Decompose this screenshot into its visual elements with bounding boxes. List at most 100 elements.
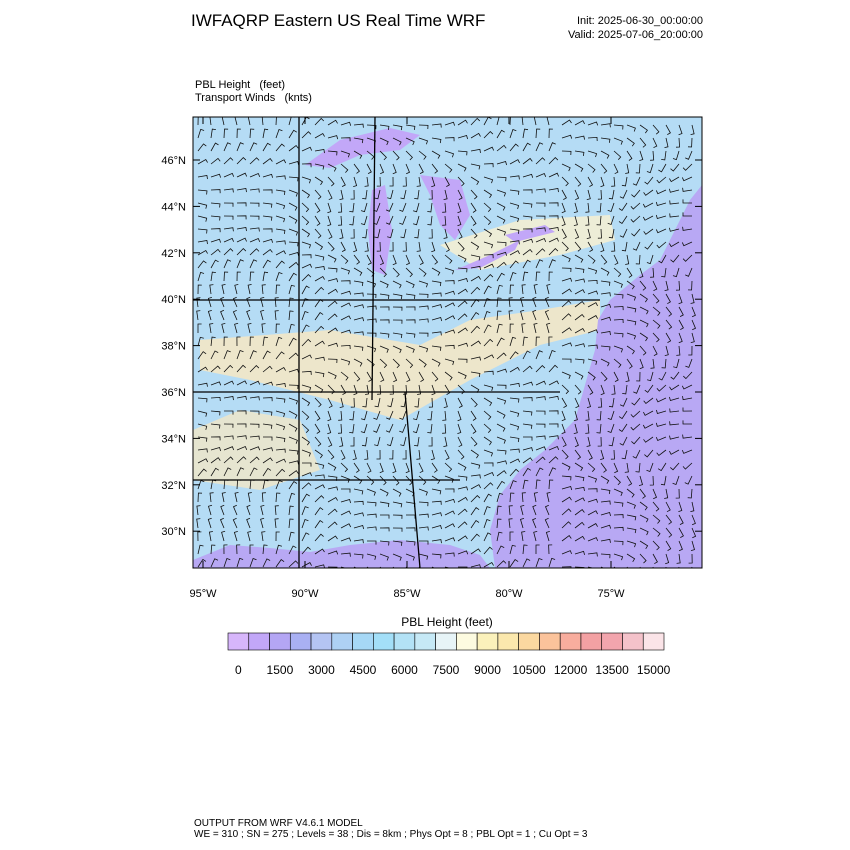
wind-barb: [496, 368, 508, 373]
wind-barb: [327, 327, 338, 334]
wind-barb: [416, 241, 421, 252]
wind-barb: [431, 488, 442, 495]
wind-barb: [509, 366, 520, 373]
wind-barb: [535, 467, 544, 477]
wind-barb: [340, 523, 352, 529]
wind-barb: [418, 318, 429, 323]
wind-barb: [600, 524, 612, 529]
wind-barb: [561, 288, 572, 295]
wind-barb: [288, 310, 294, 321]
wind-barb: [249, 215, 260, 220]
wind-barb: [314, 520, 324, 529]
wind-barb: [428, 436, 433, 447]
wind-barb: [301, 310, 309, 321]
wind-barb: [626, 475, 633, 486]
wind-barb: [626, 293, 637, 301]
wind-barb: [665, 124, 671, 135]
wind-barb: [288, 436, 298, 444]
wind-barb: [644, 176, 654, 185]
wind-barb: [442, 410, 447, 421]
wind-barb: [587, 315, 598, 321]
colorbar-swatch: [476, 632, 499, 651]
wind-barb: [618, 215, 628, 225]
wind-barb: [353, 539, 364, 544]
wind-barb: [611, 176, 616, 187]
wind-barb: [210, 457, 221, 464]
wind-barb: [676, 345, 681, 356]
wind-barb: [353, 384, 358, 396]
wind-barb: [664, 137, 669, 148]
wind-barb: [574, 120, 585, 126]
wind-barb: [353, 512, 364, 517]
colorbar-swatch: [248, 632, 270, 651]
wind-barb: [655, 397, 667, 403]
wind-barb: [418, 475, 427, 485]
wind-barb: [600, 150, 610, 159]
wind-barb: [327, 521, 338, 529]
wind-barb: [535, 396, 546, 401]
wind-barb: [587, 498, 598, 503]
wind-barbs: [193, 117, 697, 568]
wind-barb: [587, 475, 598, 483]
wind-barb: [301, 546, 311, 555]
wind-barb: [392, 514, 403, 519]
lon-label: 90°W: [291, 588, 319, 600]
wind-barb: [340, 163, 349, 173]
wind-barb: [431, 241, 436, 253]
wind-barb: [678, 527, 684, 538]
wind-barb: [223, 467, 232, 477]
wind-barb: [585, 215, 590, 226]
wind-barb: [483, 384, 494, 392]
wind-barb: [261, 117, 264, 126]
wind-barb: [457, 358, 468, 363]
wind-barb: [682, 254, 693, 262]
wind-barb: [431, 150, 441, 159]
wind-barb: [340, 267, 351, 275]
wind-barb: [288, 144, 299, 152]
wind-barb: [483, 397, 493, 407]
wind-barb: [600, 371, 608, 382]
wind-barb: [626, 124, 636, 132]
wind-barb: [249, 227, 260, 232]
wind-barb: [535, 410, 546, 415]
wind-barb: [690, 332, 695, 343]
wind-barb: [656, 176, 667, 184]
wind-barb: [483, 338, 494, 347]
wind-barb: [522, 479, 529, 490]
wind-barb: [535, 446, 547, 451]
lake-ontario: [505, 225, 555, 242]
wind-barb: [508, 505, 513, 516]
wind-barb: [630, 410, 641, 418]
wind-barb: [535, 365, 546, 373]
wind-barb: [600, 384, 605, 396]
wind-barb: [561, 202, 566, 214]
wind-barb: [339, 436, 344, 447]
wind-barb: [561, 423, 566, 434]
wind-barb: [520, 505, 525, 516]
wind-barb: [522, 381, 534, 386]
footer-line: WE = 310 ; SN = 275 ; Levels = 38 ; Dis …: [194, 829, 588, 840]
wind-barb: [249, 467, 258, 477]
wind-barb: [443, 189, 448, 200]
wind-barb: [548, 479, 554, 490]
wind-barb: [546, 117, 550, 126]
wind-barb: [353, 317, 365, 322]
wind-barb: [522, 467, 532, 477]
wind-barb: [444, 552, 455, 557]
wind-barb: [379, 488, 389, 497]
wind-barb: [509, 382, 520, 387]
wind-barb: [379, 553, 389, 561]
wind-barb: [444, 329, 456, 334]
wind-barb: [340, 280, 351, 285]
wind-barb: [210, 410, 221, 416]
wind-barb: [626, 280, 635, 290]
wind-barb: [223, 202, 234, 207]
wind-barb: [483, 310, 491, 321]
wind-barb: [613, 306, 624, 311]
wind-barb: [427, 423, 433, 434]
wind-barb: [600, 488, 611, 495]
wind-barb: [630, 202, 641, 210]
wind-barb: [587, 121, 599, 126]
wind-barb: [522, 142, 531, 152]
wind-barb: [483, 493, 492, 503]
